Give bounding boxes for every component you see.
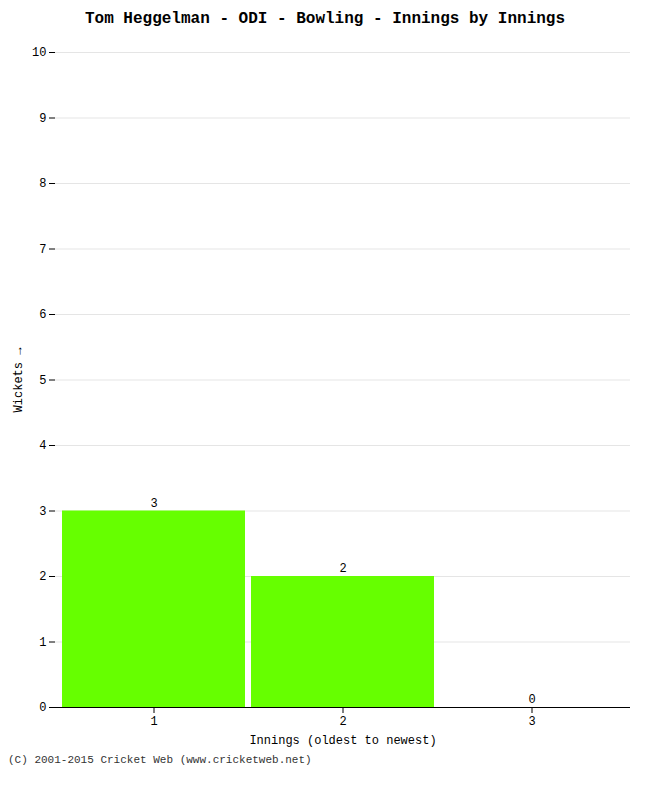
svg-text:0: 0 bbox=[528, 693, 535, 707]
svg-text:1: 1 bbox=[150, 715, 157, 729]
svg-text:9: 9 bbox=[39, 112, 46, 126]
svg-text:Wickets →: Wickets → bbox=[12, 347, 26, 413]
svg-text:8: 8 bbox=[39, 177, 46, 191]
svg-text:4: 4 bbox=[39, 439, 46, 453]
svg-text:5: 5 bbox=[39, 374, 46, 388]
svg-text:1: 1 bbox=[39, 636, 46, 650]
svg-text:0: 0 bbox=[39, 701, 46, 715]
svg-text:3: 3 bbox=[528, 715, 535, 729]
svg-text:2: 2 bbox=[339, 562, 346, 576]
svg-text:7: 7 bbox=[39, 243, 46, 257]
svg-text:2: 2 bbox=[39, 570, 46, 584]
svg-text:Innings (oldest to newest): Innings (oldest to newest) bbox=[249, 734, 436, 748]
svg-text:2: 2 bbox=[339, 715, 346, 729]
svg-text:3: 3 bbox=[39, 505, 46, 519]
html-text:(C) 2001-2015 Cricket Web (www: (C) 2001-2015 Cricket Web (www.cricketwe… bbox=[8, 754, 312, 766]
html-text:Tom Heggelman - ODI - Bowling: Tom Heggelman - ODI - Bowling - Innings … bbox=[85, 10, 565, 28]
svg-text:10: 10 bbox=[32, 46, 46, 60]
svg-text:3: 3 bbox=[150, 497, 157, 511]
svg-text:6: 6 bbox=[39, 308, 46, 322]
